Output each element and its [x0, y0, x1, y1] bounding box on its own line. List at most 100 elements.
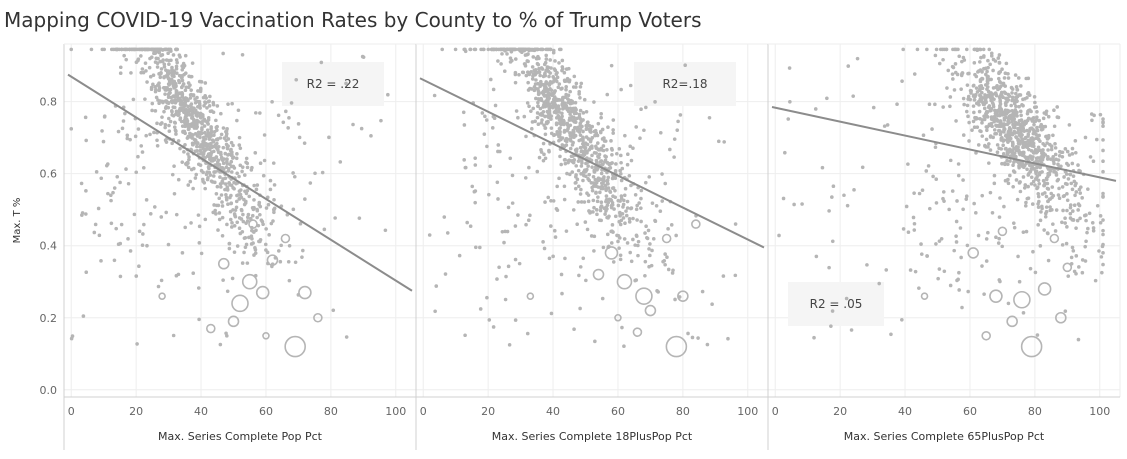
scatter-point [263, 242, 268, 247]
scatter-point [1086, 187, 1090, 191]
scatter-point [166, 82, 171, 86]
scatter-point [1033, 183, 1037, 187]
scatter-point [1012, 160, 1016, 164]
scatter-point [1001, 152, 1006, 156]
scatter-point [627, 173, 632, 178]
scatter-point [1071, 218, 1076, 222]
scatter-point [565, 171, 569, 176]
scatter-point [533, 68, 538, 72]
scatter-point [206, 122, 210, 126]
scatter-point [225, 157, 229, 161]
scatter-point [965, 103, 970, 108]
scatter-point [595, 199, 600, 204]
scatter-point [174, 88, 179, 93]
scatter-point [284, 109, 288, 114]
scatter-point [527, 104, 531, 109]
scatter-point [99, 259, 103, 263]
scatter-point [548, 71, 552, 75]
scatter-point [572, 135, 576, 140]
scatter-point [1026, 184, 1030, 189]
scatter-point [1084, 239, 1088, 244]
scatter-point [287, 278, 292, 283]
scatter-point [170, 113, 174, 117]
scatter-point [528, 213, 532, 218]
scatter-point [549, 311, 554, 316]
scatter-point [188, 131, 192, 136]
scatter-point [171, 333, 176, 338]
scatter-point [1013, 109, 1018, 114]
scatter-point [144, 198, 149, 202]
scatter-point [497, 265, 501, 270]
scatter-point [233, 214, 238, 219]
scatter-point [203, 130, 207, 135]
scatter-point [1019, 124, 1024, 129]
scatter-point [525, 101, 530, 105]
scatter-point [984, 111, 988, 116]
scatter-point [155, 65, 160, 69]
scatter-point [953, 70, 958, 75]
scatter-point [173, 121, 178, 125]
scatter-point [1029, 182, 1034, 186]
scatter-point [1039, 210, 1043, 214]
scatter-point [1032, 122, 1036, 127]
scatter-point [178, 146, 182, 151]
scatter-point [229, 183, 234, 188]
scatter-point [672, 155, 676, 159]
scatter-point [586, 137, 591, 141]
scatter-bubble [920, 292, 929, 300]
scatter-point [1017, 164, 1021, 168]
scatter-point [69, 336, 74, 341]
scatter-point [1040, 127, 1045, 131]
scatter-point [663, 262, 667, 267]
scatter-point [266, 202, 271, 207]
scatter-point [1055, 105, 1060, 109]
scatter-point [915, 47, 920, 52]
scatter-point [445, 231, 450, 235]
scatter-point [578, 145, 583, 150]
scatter-point [1035, 165, 1039, 170]
scatter-point [253, 246, 257, 250]
scatter-point [224, 138, 228, 143]
scatter-point [1008, 130, 1013, 135]
scatter-point [1071, 209, 1075, 213]
scatter-point [570, 170, 575, 174]
scatter-point [555, 75, 560, 80]
scatter-point [581, 111, 586, 115]
scatter-point [579, 172, 583, 176]
scatter-point [686, 331, 690, 336]
scatter-point [1046, 199, 1050, 204]
scatter-point [178, 55, 182, 59]
scatter-point [152, 130, 156, 135]
scatter-point [195, 124, 199, 129]
scatter-point [116, 242, 121, 247]
scatter-point [117, 47, 122, 52]
scatter-point [600, 186, 605, 191]
scatter-point [379, 118, 383, 123]
scatter-point [954, 119, 958, 123]
scatter-point [1080, 196, 1084, 200]
scatter-point [934, 201, 939, 205]
scatter-point [733, 222, 738, 226]
scatter-point [262, 133, 267, 137]
scatter-point [1098, 214, 1103, 218]
scatter-point [1062, 175, 1066, 179]
scatter-point [572, 111, 577, 116]
scatter-point [1011, 184, 1015, 189]
scatter-point [150, 101, 155, 106]
scatter-point [926, 164, 931, 168]
scatter-point [800, 202, 804, 206]
scatter-point [1049, 191, 1054, 196]
x-tick-label: 40 [546, 405, 560, 418]
scatter-point [1026, 138, 1030, 143]
scatter-point [1088, 155, 1093, 159]
scatter-point [634, 207, 639, 212]
scatter-point [605, 147, 609, 152]
scatter-bubble [231, 294, 249, 313]
scatter-point [609, 63, 614, 68]
scatter-point [948, 95, 953, 99]
scatter-point [124, 57, 129, 62]
scatter-point [543, 89, 547, 94]
scatter-point [985, 69, 989, 74]
scatter-point [493, 103, 498, 108]
